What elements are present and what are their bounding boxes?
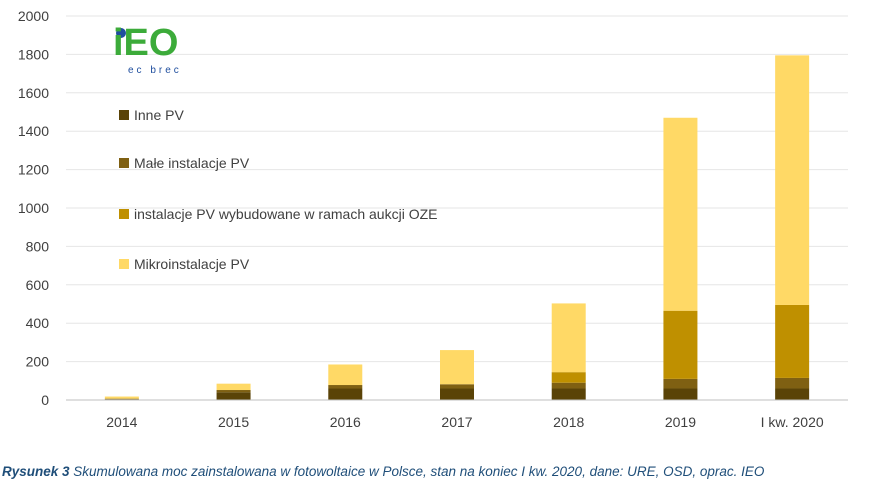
bar-segment xyxy=(440,350,474,385)
legend-swatch xyxy=(119,110,129,120)
x-tick-label: 2016 xyxy=(330,414,361,430)
y-tick-label: 1800 xyxy=(18,46,49,62)
legend-swatch xyxy=(119,158,129,168)
bar-segment xyxy=(775,388,810,400)
bar-segment xyxy=(775,55,810,305)
y-tick-label: 1400 xyxy=(18,123,49,139)
x-tick-label: I kw. 2020 xyxy=(761,414,824,430)
legend-label: Małe instalacje PV xyxy=(134,155,250,171)
legend-label: instalacje PV wybudowane w ramach aukcji… xyxy=(134,206,437,222)
bar-segment xyxy=(216,392,251,400)
y-tick-label: 1600 xyxy=(18,85,49,101)
bar-segment xyxy=(551,382,586,389)
bar-segment xyxy=(551,372,586,383)
caption-lead: Rysunek 3 xyxy=(2,464,70,479)
x-tick-label: 2015 xyxy=(218,414,249,430)
bar-segment xyxy=(663,117,698,311)
caption-text: Skumulowana moc zainstalowana w fotowolt… xyxy=(69,464,765,479)
y-tick-label: 400 xyxy=(26,315,50,331)
y-tick-label: 600 xyxy=(26,277,50,293)
y-tick-label: 1200 xyxy=(18,162,49,178)
bar-segment xyxy=(328,388,363,400)
bar-segment xyxy=(216,390,251,393)
logo-subtext: ec brec xyxy=(128,65,182,76)
logo-dot xyxy=(116,28,126,38)
x-tick-label: 2018 xyxy=(553,414,584,430)
y-tick-label: 800 xyxy=(26,238,50,254)
y-tick-label: 200 xyxy=(26,354,50,370)
x-tick-label: 2019 xyxy=(665,414,696,430)
bar-segment xyxy=(440,384,474,389)
bar-segment xyxy=(216,383,251,391)
bar-segment xyxy=(775,377,810,389)
x-tick-label: 2017 xyxy=(441,414,472,430)
bar-segment xyxy=(104,398,139,400)
y-tick-label: 2000 xyxy=(18,8,49,24)
ieo-logo: iEO ec brec xyxy=(113,22,182,76)
legend-swatch xyxy=(119,209,129,219)
bar-segment xyxy=(440,388,474,400)
legend-label: Mikroinstalacje PV xyxy=(134,256,250,272)
bar-segment xyxy=(663,388,698,400)
y-tick-label: 0 xyxy=(41,392,49,408)
bar-segment xyxy=(663,310,698,379)
bar-segment xyxy=(328,385,363,389)
figure-caption: Rysunek 3 Skumulowana moc zainstalowana … xyxy=(2,464,764,479)
bar-segment xyxy=(663,378,698,389)
logo-wordmark: iEO xyxy=(113,22,178,64)
x-tick-label: 2014 xyxy=(106,414,137,430)
bar-segment xyxy=(104,396,139,399)
y-tick-label: 1000 xyxy=(18,200,49,216)
bar-segment xyxy=(551,303,586,373)
bar-segment xyxy=(775,304,810,378)
legend-swatch xyxy=(119,259,129,269)
bar-segment xyxy=(328,364,363,386)
bar-segment xyxy=(551,388,586,400)
legend-label: Inne PV xyxy=(134,107,184,123)
chart-plot: 0 200 400 600 800 1000 1200 1400 1600 1800 2000 201… xyxy=(18,8,848,430)
